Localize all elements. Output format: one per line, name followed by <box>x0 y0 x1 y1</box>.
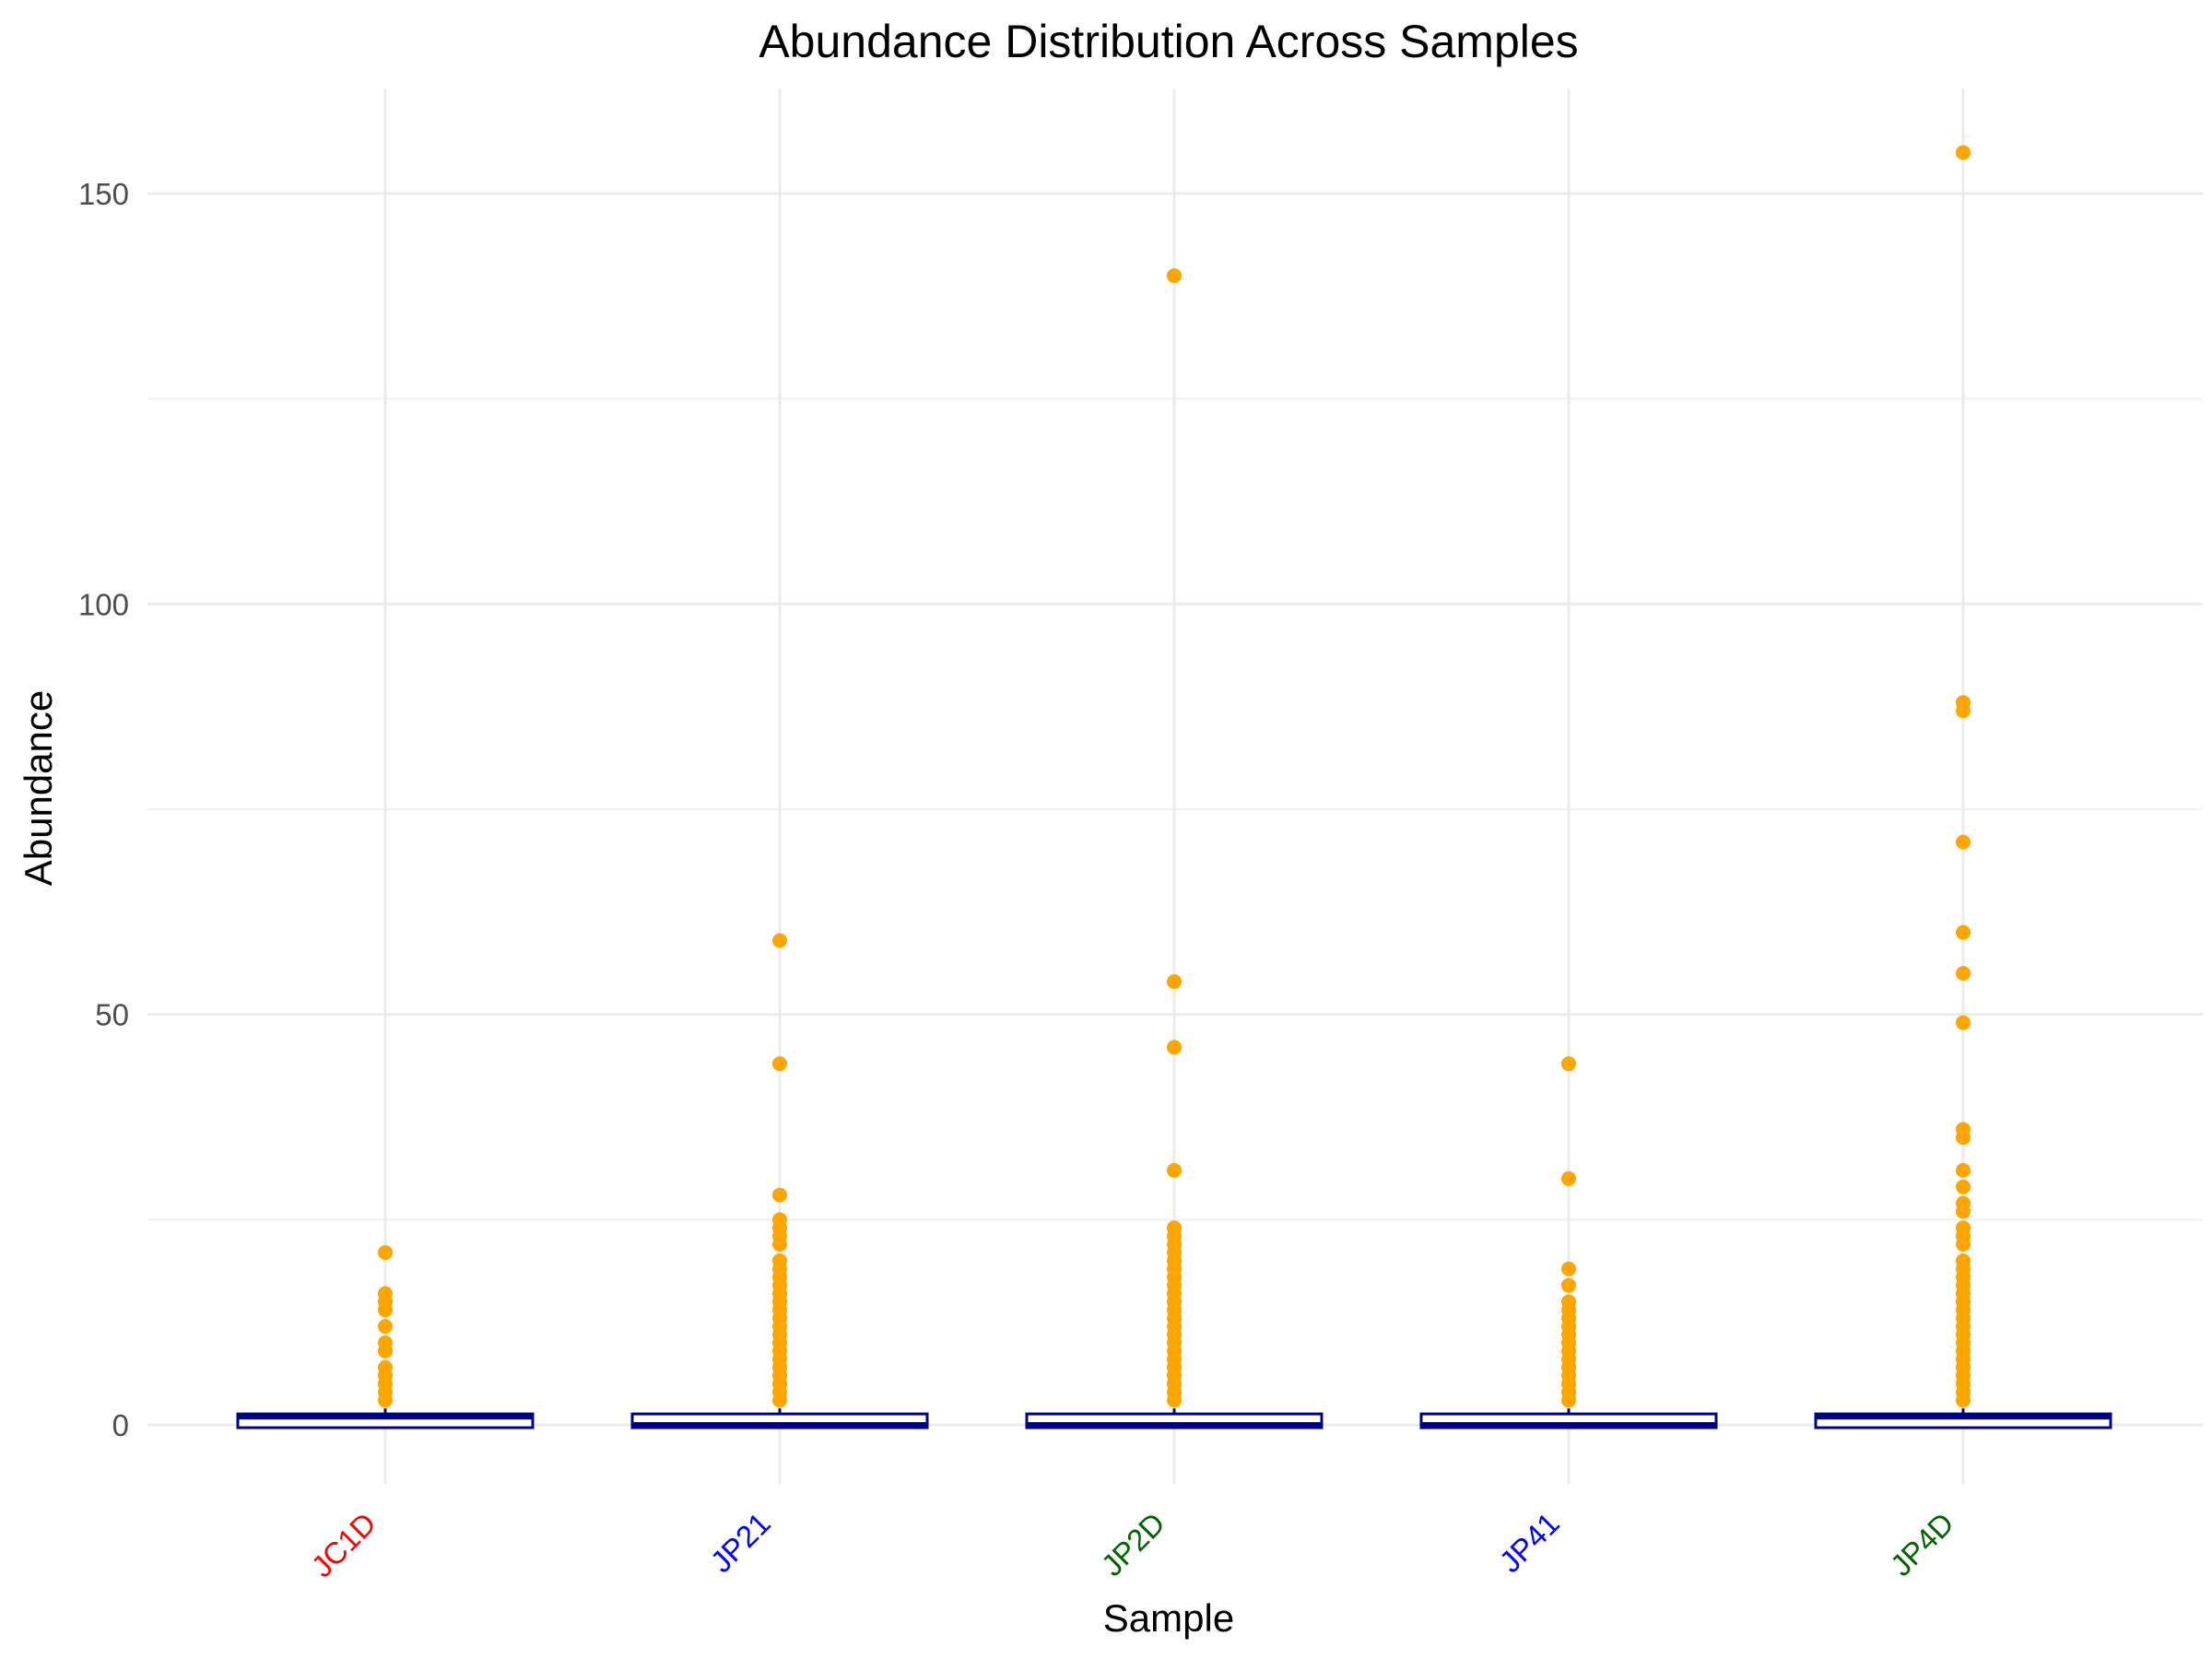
outlier-point <box>1167 1220 1182 1236</box>
outlier-point <box>772 1056 787 1072</box>
outlier-point <box>378 1244 393 1260</box>
y-tick-label: 150 <box>78 177 129 211</box>
outlier-point <box>1561 1277 1576 1293</box>
outlier-point <box>1956 1162 1971 1178</box>
box-layer <box>236 1408 2112 1430</box>
x-tick-label: JP41 <box>1493 1506 1566 1579</box>
outlier-point <box>378 1319 393 1335</box>
y-tick-label: 50 <box>95 998 129 1032</box>
outlier-point <box>378 1359 393 1375</box>
outlier-point <box>772 1212 787 1228</box>
outlier-point <box>1561 1294 1576 1310</box>
y-tick-label: 0 <box>112 1408 129 1442</box>
outlier-layer <box>378 145 1971 1408</box>
outlier-point <box>1167 1040 1182 1055</box>
outlier-point <box>1167 974 1182 990</box>
outlier-point <box>1561 1171 1576 1186</box>
outlier-point <box>772 933 787 948</box>
outlier-point <box>1956 1179 1971 1194</box>
outlier-point <box>1561 1261 1576 1277</box>
outlier-point <box>378 1286 393 1301</box>
outlier-point <box>1956 924 1971 940</box>
outlier-point <box>1561 1056 1576 1072</box>
outlier-point <box>1956 966 1971 982</box>
y-tick-label: 100 <box>78 587 129 621</box>
outlier-point <box>1956 1195 1971 1211</box>
outlier-point <box>772 1187 787 1203</box>
outlier-point <box>1956 695 1971 711</box>
chart-title: Abundance Distribution Across Samples <box>759 16 1578 67</box>
x-tick-label: JP2D <box>1095 1506 1171 1583</box>
outlier-point <box>1956 834 1971 850</box>
outlier-point <box>378 1335 393 1350</box>
outlier-point <box>1956 1015 1971 1030</box>
tick-layer: 0 50 100 150 JC1D JP21 JP2D JP41 JP4D <box>78 177 1960 1583</box>
outlier-point <box>1956 1253 1971 1268</box>
y-axis-title: Abundance <box>17 690 60 887</box>
outlier-point <box>772 1253 787 1268</box>
outlier-point <box>1167 268 1182 284</box>
outlier-point <box>1956 1122 1971 1137</box>
outlier-point <box>1167 1162 1182 1178</box>
x-tick-label: JP4D <box>1884 1506 1960 1583</box>
outlier-point <box>1956 1220 1971 1236</box>
x-tick-label: JP21 <box>704 1506 777 1579</box>
x-axis-title: Sample <box>1103 1596 1234 1640</box>
outlier-point <box>1956 145 1971 160</box>
x-tick-label: JC1D <box>304 1506 382 1584</box>
